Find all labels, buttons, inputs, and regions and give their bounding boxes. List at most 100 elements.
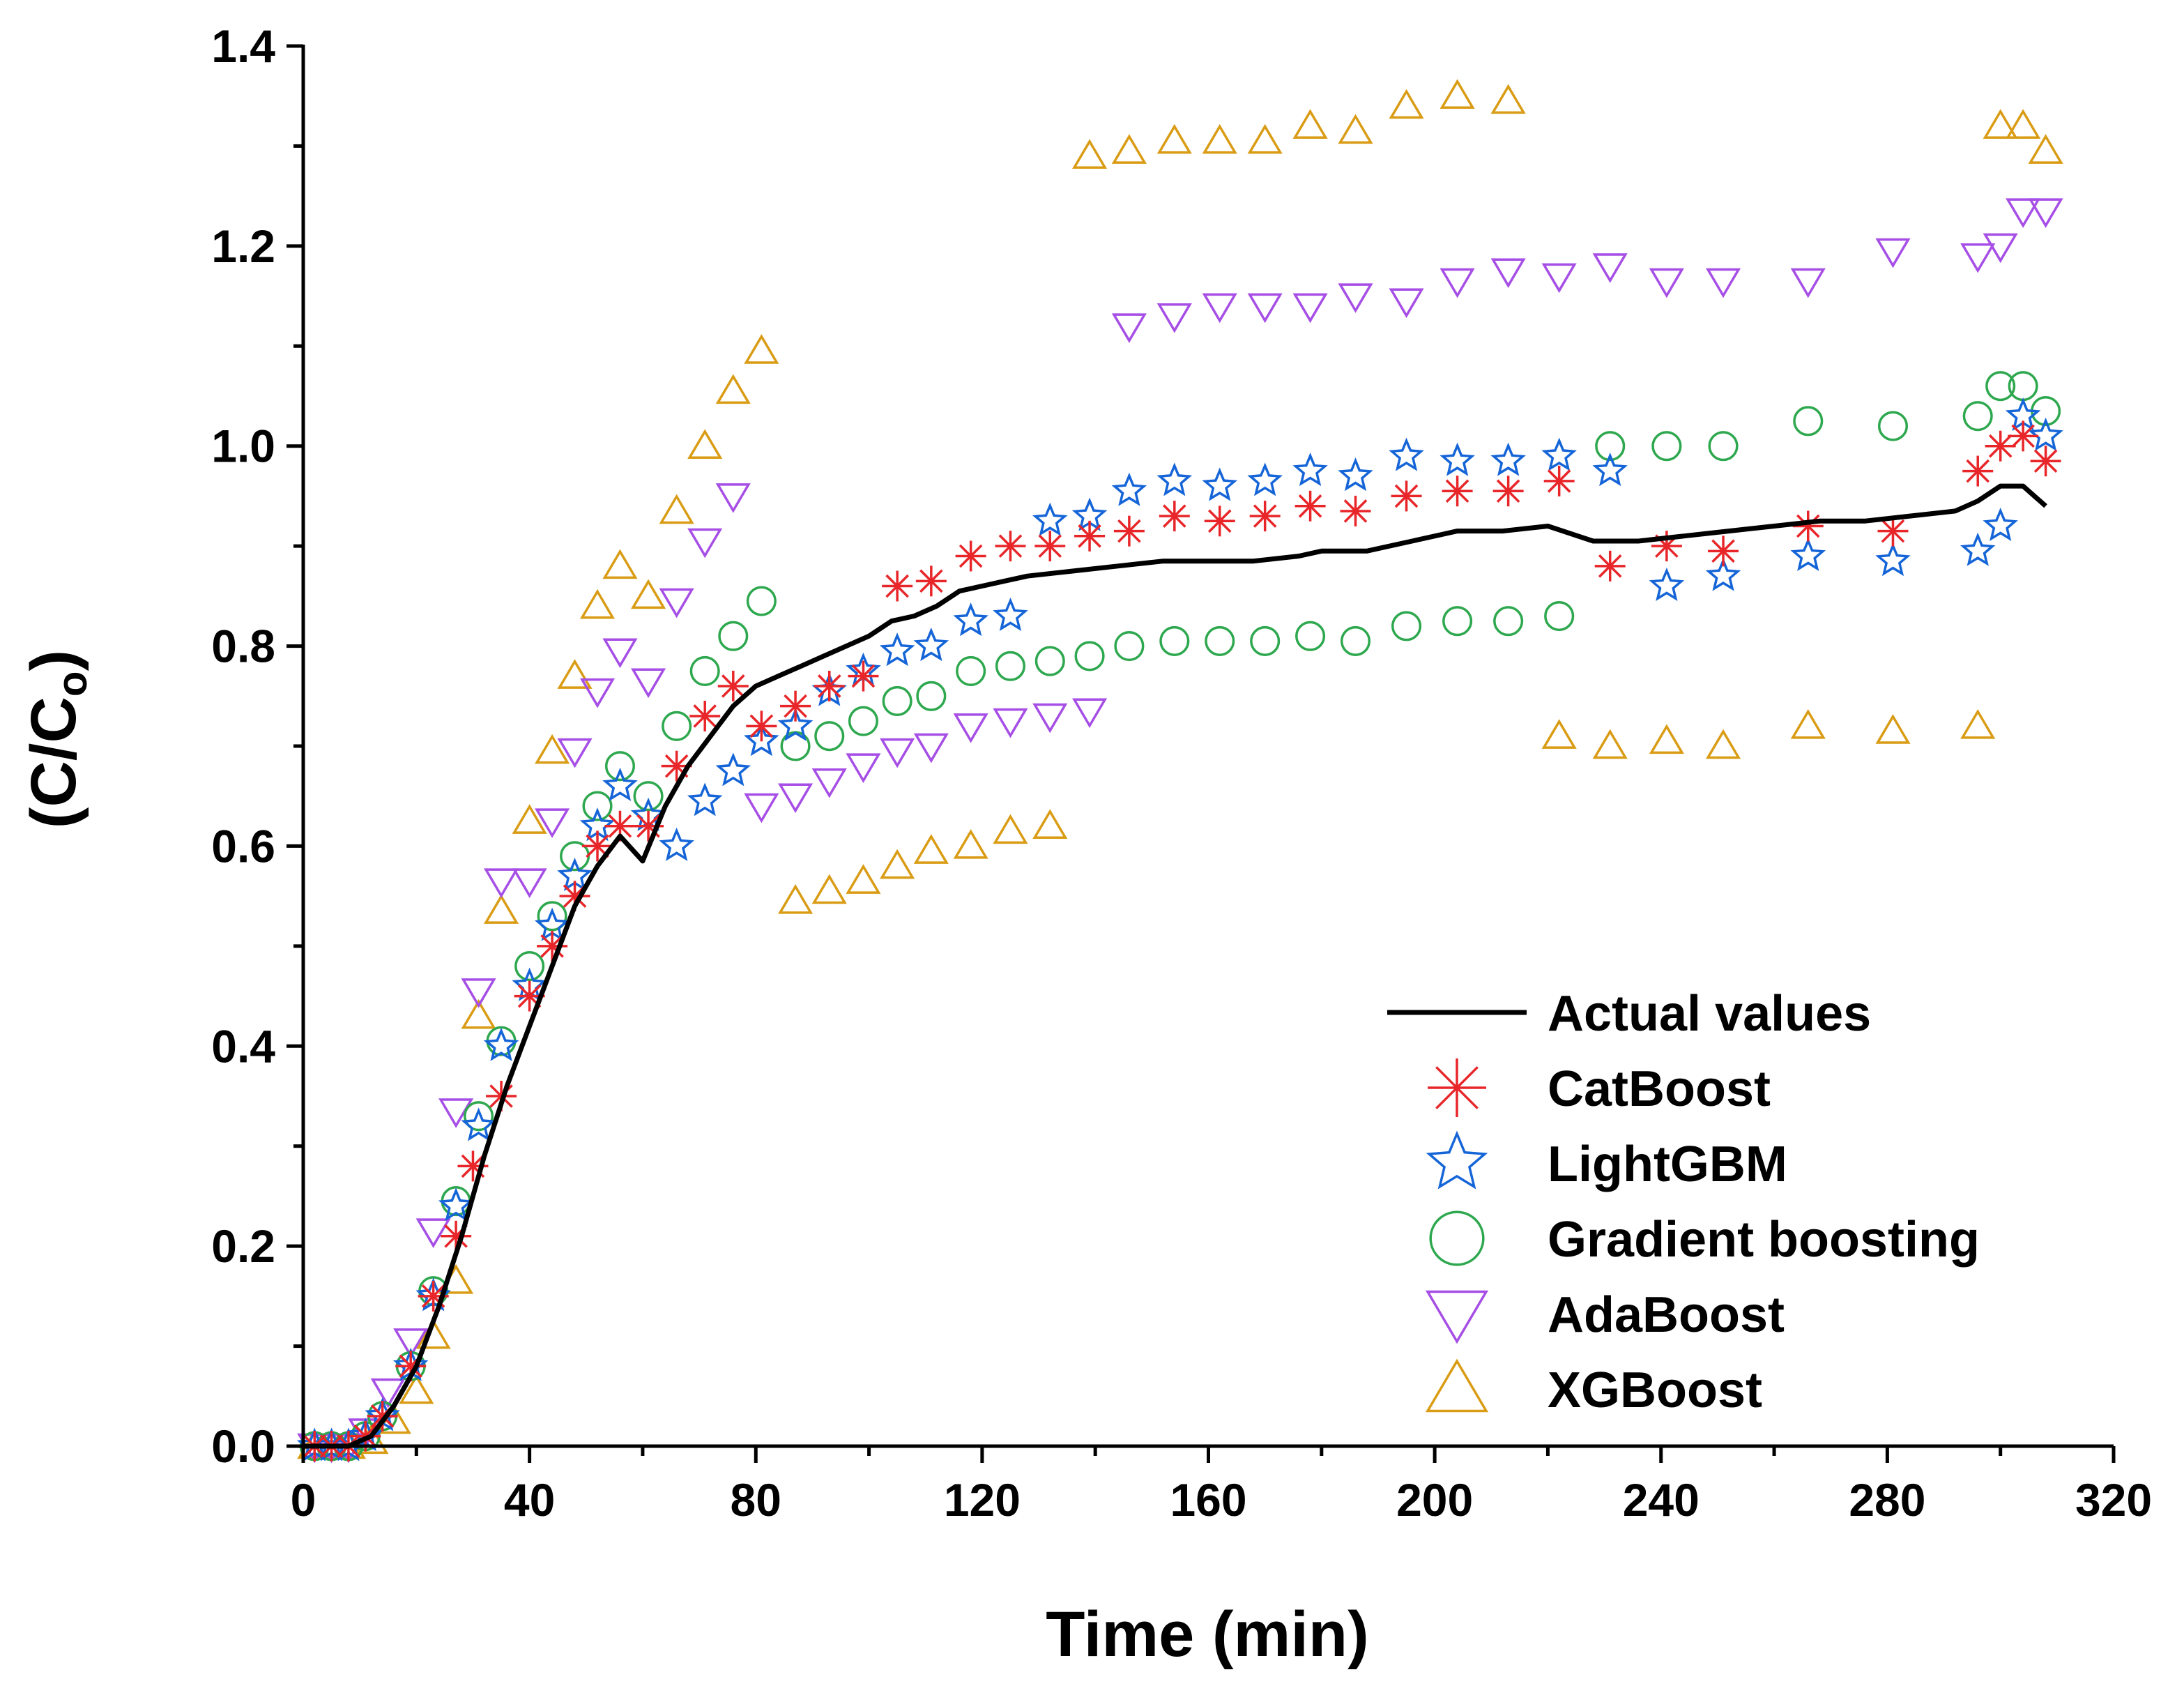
svg-text:(C/Co): (C/Co) bbox=[18, 650, 96, 828]
y-tick-label: 0.6 bbox=[211, 820, 275, 872]
point-gradient-boosting bbox=[1962, 401, 1993, 432]
point-adaboost bbox=[1790, 268, 1826, 298]
x-tick-label: 120 bbox=[944, 1474, 1021, 1526]
point-catboost bbox=[689, 700, 721, 731]
point-lightgbm bbox=[659, 827, 694, 861]
point-xgboost bbox=[744, 334, 779, 364]
point-xgboost bbox=[579, 588, 616, 619]
point-xgboost bbox=[461, 998, 496, 1029]
x-tick-label: 240 bbox=[1623, 1474, 1700, 1526]
point-adaboost bbox=[1156, 303, 1192, 333]
point-catboost bbox=[1985, 430, 2016, 462]
point-catboost bbox=[582, 830, 613, 862]
x-tick-label: 160 bbox=[1170, 1474, 1246, 1526]
y-tick-label: 0.8 bbox=[211, 621, 275, 672]
legend-label: CatBoost bbox=[1548, 1061, 1771, 1117]
point-gradient-boosting bbox=[1708, 431, 1739, 462]
point-lightgbm bbox=[715, 752, 751, 787]
point-gradient-boosting bbox=[1595, 431, 1626, 462]
point-adaboost bbox=[535, 808, 570, 838]
point-adaboost bbox=[2028, 198, 2063, 229]
point-lightgbm bbox=[483, 1027, 519, 1061]
point-adaboost bbox=[1440, 268, 1475, 298]
point-gradient-boosting bbox=[604, 751, 636, 782]
point-gradient-boosting bbox=[1877, 411, 1909, 441]
series-xgboost bbox=[297, 79, 2063, 1459]
point-lightgbm bbox=[1875, 542, 1911, 577]
point-xgboost bbox=[1649, 724, 1684, 754]
point-xgboost bbox=[2028, 134, 2063, 164]
point-xgboost bbox=[659, 494, 694, 524]
point-gradient-boosting bbox=[1493, 606, 1524, 637]
point-adaboost bbox=[1202, 293, 1237, 324]
point-gradient-boosting bbox=[1544, 600, 1575, 632]
point-xgboost bbox=[993, 814, 1028, 844]
point-xgboost bbox=[1292, 109, 1328, 139]
point-lightgbm bbox=[1202, 467, 1238, 501]
ticks: 0 40 80 120 160 200 240 280 320 0.0 0.2 0.4 0.6 0.8 1.… bbox=[211, 20, 2152, 1526]
point-adaboost bbox=[1247, 293, 1283, 324]
y-axis-title-close: ) bbox=[18, 650, 89, 671]
point-xgboost bbox=[512, 804, 547, 834]
legend-item-gradient-boosting: Gradient boosting bbox=[1429, 1210, 1980, 1268]
point-catboost bbox=[1792, 510, 1824, 542]
point-xgboost bbox=[913, 834, 949, 864]
point-adaboost bbox=[1111, 313, 1147, 343]
y-tick-label: 0.0 bbox=[211, 1420, 275, 1472]
legend-item-actual-values: Actual values bbox=[1387, 986, 1871, 1042]
point-gradient-boosting bbox=[1985, 371, 2016, 402]
point-adaboost bbox=[483, 868, 519, 898]
point-adaboost bbox=[846, 753, 881, 784]
point-adaboost bbox=[953, 713, 988, 743]
point-xgboost bbox=[399, 1374, 434, 1404]
point-lightgbm bbox=[438, 1187, 474, 1222]
point-xgboost bbox=[2006, 109, 2041, 139]
point-xgboost bbox=[1111, 134, 1147, 164]
point-gradient-boosting bbox=[916, 681, 947, 711]
point-lightgbm bbox=[993, 597, 1028, 631]
point-catboost bbox=[1034, 531, 1066, 562]
x-tick-label: 200 bbox=[1396, 1474, 1473, 1526]
point-adaboost bbox=[913, 733, 949, 764]
point-catboost bbox=[1340, 495, 1371, 526]
legend-item-catboost: CatBoost bbox=[1428, 1058, 1771, 1117]
point-gradient-boosting bbox=[537, 901, 567, 932]
legend-item-lightgbm: LightGBM bbox=[1426, 1130, 1787, 1192]
point-gradient-boosting bbox=[718, 621, 749, 651]
point-gradient-boosting bbox=[662, 711, 692, 741]
point-gradient-boosting bbox=[633, 781, 664, 812]
legend: Actual values CatBoost LightGBM Gradient bo… bbox=[1387, 986, 1980, 1418]
point-adaboost bbox=[579, 678, 616, 708]
point-catboost bbox=[1295, 490, 1326, 522]
point-catboost bbox=[1708, 536, 1739, 567]
point-xgboost bbox=[1875, 714, 1911, 744]
series-line-actual-values bbox=[303, 483, 2047, 1449]
point-catboost bbox=[1492, 476, 1524, 507]
point-xgboost bbox=[1032, 809, 1068, 839]
point-lightgbm bbox=[879, 632, 915, 667]
point-adaboost bbox=[630, 668, 666, 699]
point-gradient-boosting bbox=[746, 586, 777, 616]
point-catboost bbox=[1204, 506, 1235, 537]
point-xgboost bbox=[1541, 719, 1577, 749]
point-xgboost bbox=[557, 659, 593, 689]
point-catboost bbox=[1877, 515, 1909, 547]
point-xgboost bbox=[777, 883, 814, 914]
x-tick-label: 320 bbox=[2075, 1474, 2152, 1526]
point-lightgbm bbox=[777, 707, 814, 741]
legend-label: Gradient boosting bbox=[1548, 1212, 1980, 1268]
legend-swatch-marker bbox=[1428, 1058, 1486, 1117]
point-adaboost bbox=[687, 528, 723, 559]
point-xgboost bbox=[1072, 139, 1108, 169]
point-lightgbm bbox=[1541, 437, 1577, 471]
point-adaboost bbox=[1875, 238, 1911, 268]
point-catboost bbox=[1543, 465, 1575, 496]
point-lightgbm bbox=[1156, 462, 1193, 496]
x-tick-label: 40 bbox=[504, 1474, 555, 1526]
point-xgboost bbox=[1705, 729, 1741, 759]
point-catboost bbox=[1074, 520, 1106, 552]
point-xgboost bbox=[687, 429, 723, 459]
point-lightgbm bbox=[953, 602, 988, 637]
point-xgboost bbox=[1440, 79, 1475, 109]
point-adaboost bbox=[811, 768, 847, 798]
